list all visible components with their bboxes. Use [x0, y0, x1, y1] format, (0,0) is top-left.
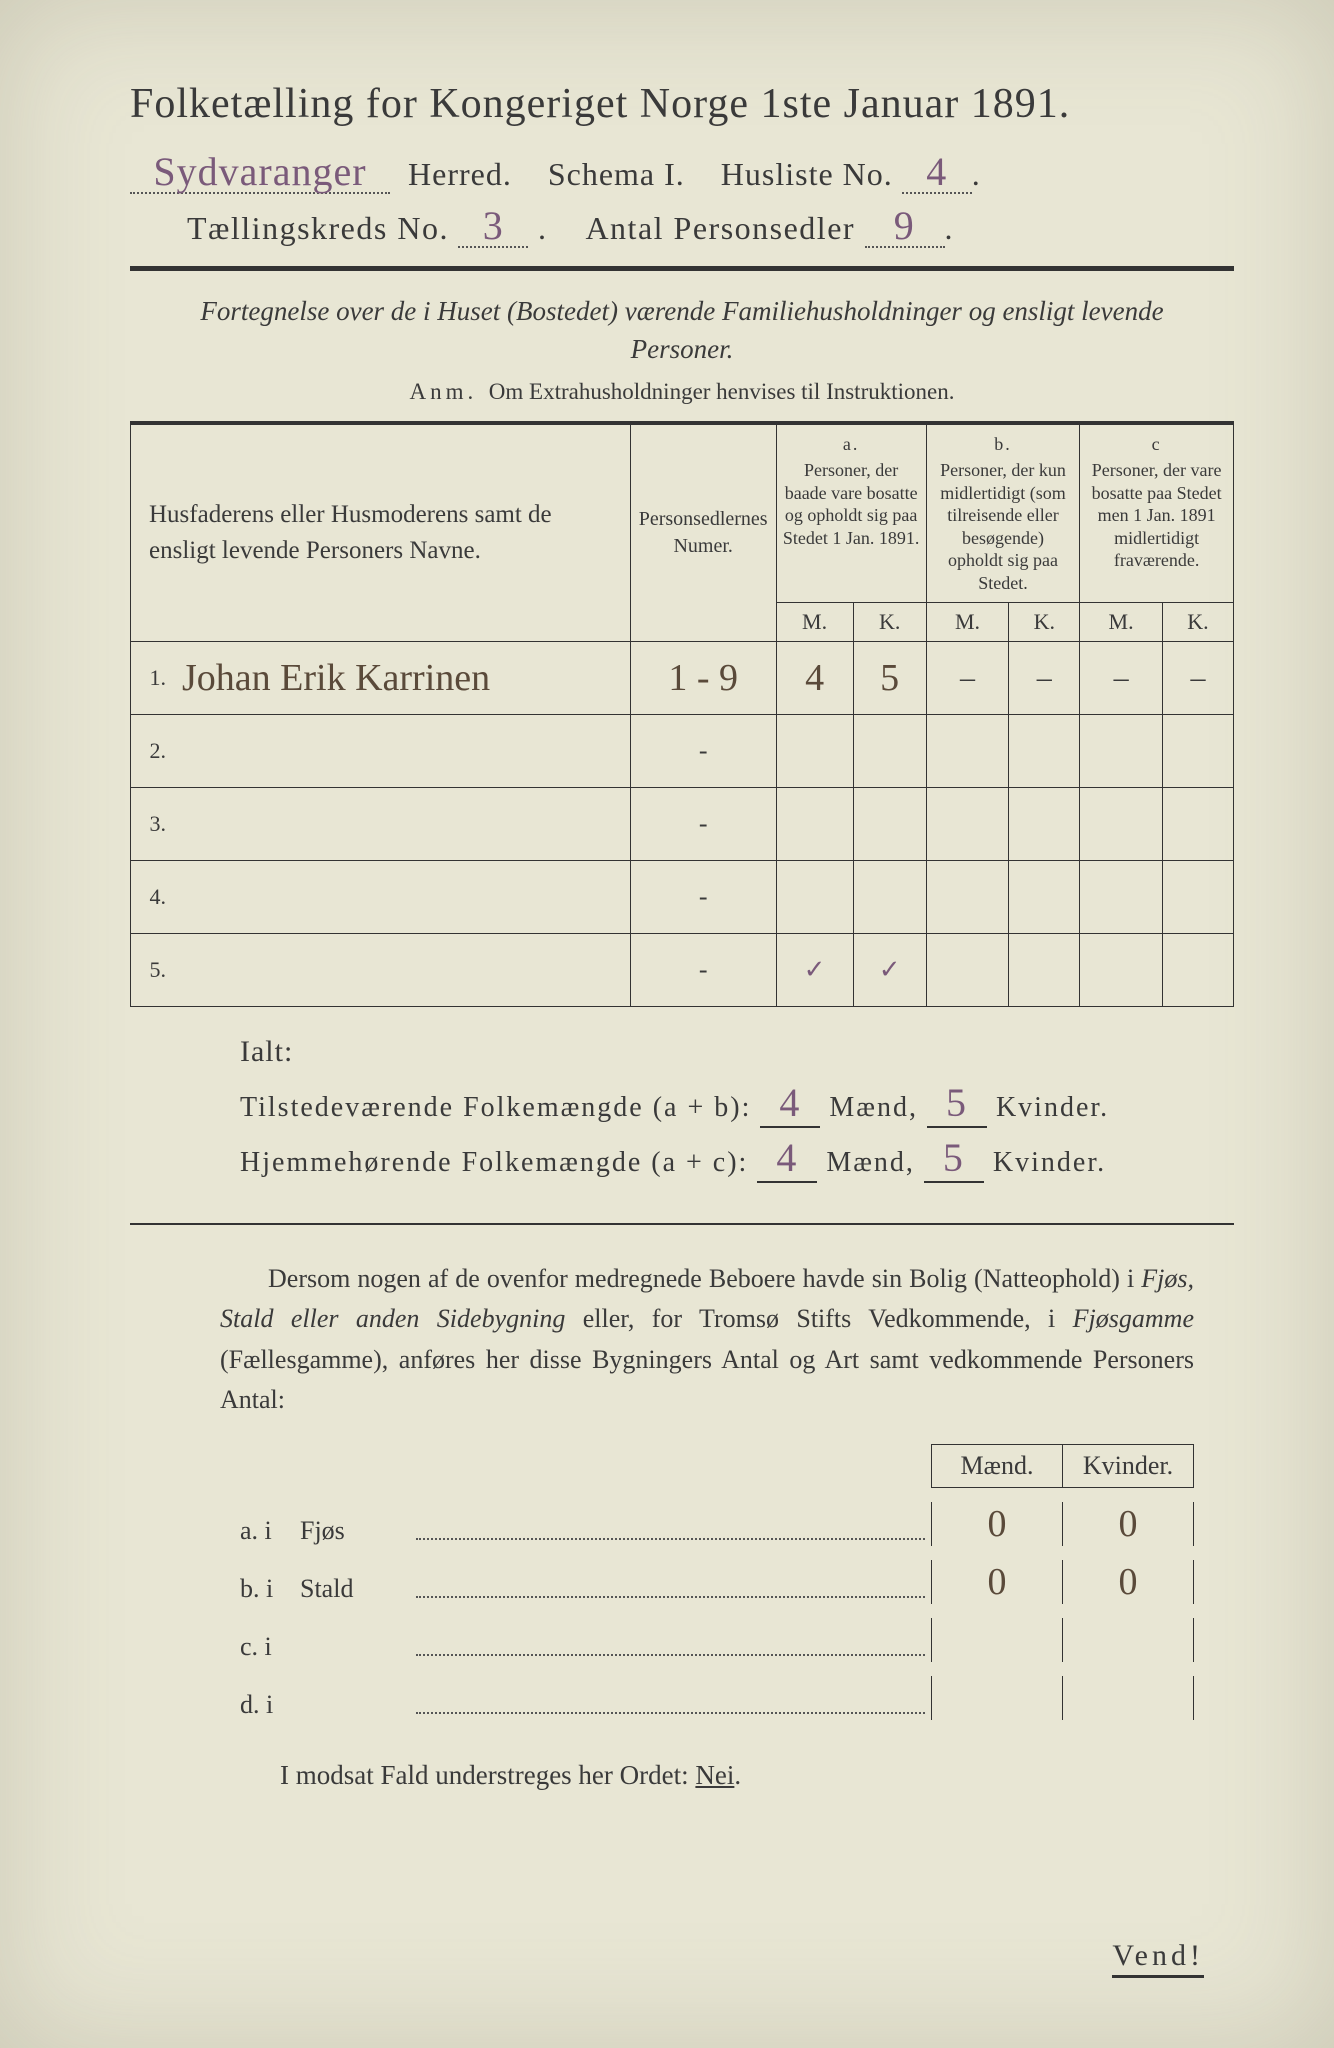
husliste-label: Husliste No.: [721, 156, 893, 192]
table-row: 3. -: [131, 788, 1234, 861]
antal-label: Antal Personsedler: [585, 210, 855, 246]
table-row: 2. -: [131, 715, 1234, 788]
kreds-value: 3: [458, 206, 528, 248]
page-title: Folketælling for Kongeriget Norge 1ste J…: [130, 80, 1234, 128]
sum2-k: 5: [924, 1134, 984, 1183]
dotted-line: [416, 1711, 925, 1714]
sum2-m: 4: [757, 1134, 817, 1183]
bt-row: a. i Fjøs 0 0: [240, 1502, 1194, 1546]
sum1-k: 5: [927, 1079, 987, 1128]
turn-page-label: Vend!: [1112, 1939, 1204, 1978]
antal-value: 9: [865, 206, 945, 248]
header-line-2: Tællingskreds No. 3 . Antal Personsedler…: [130, 206, 1234, 248]
col-b-header: b. Personer, der kun midlertidigt (som t…: [926, 423, 1079, 603]
col-b-k: K.: [1009, 603, 1080, 642]
bt-row: c. i: [240, 1618, 1194, 1662]
bt-k-header: Kvinder.: [1062, 1444, 1194, 1488]
ialt-label: Ialt:: [240, 1035, 1234, 1069]
table-row: 5. - ✓ ✓: [131, 934, 1234, 1007]
dotted-line: [416, 1653, 925, 1656]
anm-line: Anm. Om Extrahusholdninger henvises til …: [130, 379, 1234, 405]
outbuilding-table: Mænd. Kvinder. a. i Fjøs 0 0 b. i Stald …: [240, 1444, 1194, 1720]
table-row: 4. -: [131, 861, 1234, 934]
dotted-line: [416, 1595, 925, 1598]
col-names-header: Husfaderens eller Husmoderens samt de en…: [131, 423, 631, 642]
subtitle: Fortegnelse over de i Huset (Bostedet) v…: [160, 293, 1204, 369]
table-row: 1. Johan Erik Karrinen 1 - 9 4 5 – – – –: [131, 642, 1234, 715]
census-form-page: Folketælling for Kongeriget Norge 1ste J…: [0, 0, 1334, 2048]
outbuilding-paragraph: Dersom nogen af de ovenfor medregnede Be…: [220, 1259, 1194, 1420]
col-a-header: a. Personer, der baade vare bosatte og o…: [776, 423, 926, 603]
dotted-line: [416, 1537, 925, 1540]
rule-1: [130, 266, 1234, 271]
col-c-m: M.: [1080, 603, 1163, 642]
sum-present: Tilstedeværende Folkemængde (a + b): 4 M…: [240, 1079, 1234, 1128]
col-num-header: Personsedlernes Numer.: [630, 423, 776, 642]
herred-label: Herred.: [408, 156, 512, 192]
col-c-header: c Personer, der vare bosatte paa Stedet …: [1080, 423, 1234, 603]
col-c-k: K.: [1162, 603, 1233, 642]
bt-m-header: Mænd.: [931, 1444, 1062, 1488]
anm-text: Om Extrahusholdninger henvises til Instr…: [489, 379, 955, 404]
kreds-label: Tællingskreds No.: [187, 210, 449, 246]
bt-row: b. i Stald 0 0: [240, 1560, 1194, 1604]
nei-line: I modsat Fald understreges her Ordet: Ne…: [280, 1760, 1234, 1791]
col-a-k: K.: [853, 603, 926, 642]
household-table: Husfaderens eller Husmoderens samt de en…: [130, 421, 1234, 1008]
header-line-1: Sydvaranger Herred. Schema I. Husliste N…: [130, 152, 1234, 194]
sum1-m: 4: [760, 1079, 820, 1128]
col-a-m: M.: [776, 603, 853, 642]
col-b-m: M.: [926, 603, 1009, 642]
anm-label: Anm.: [410, 379, 478, 404]
schema-label: Schema I.: [548, 156, 685, 192]
bt-row: d. i: [240, 1676, 1194, 1720]
herred-value: Sydvaranger: [130, 152, 390, 194]
row-name: Johan Erik Karrinen: [182, 657, 490, 699]
bt-header: Mænd. Kvinder.: [240, 1444, 1194, 1488]
sum-resident: Hjemmehørende Folkemængde (a + c): 4 Mæn…: [240, 1134, 1234, 1183]
rule-2: [130, 1223, 1234, 1225]
husliste-value: 4: [902, 152, 972, 194]
